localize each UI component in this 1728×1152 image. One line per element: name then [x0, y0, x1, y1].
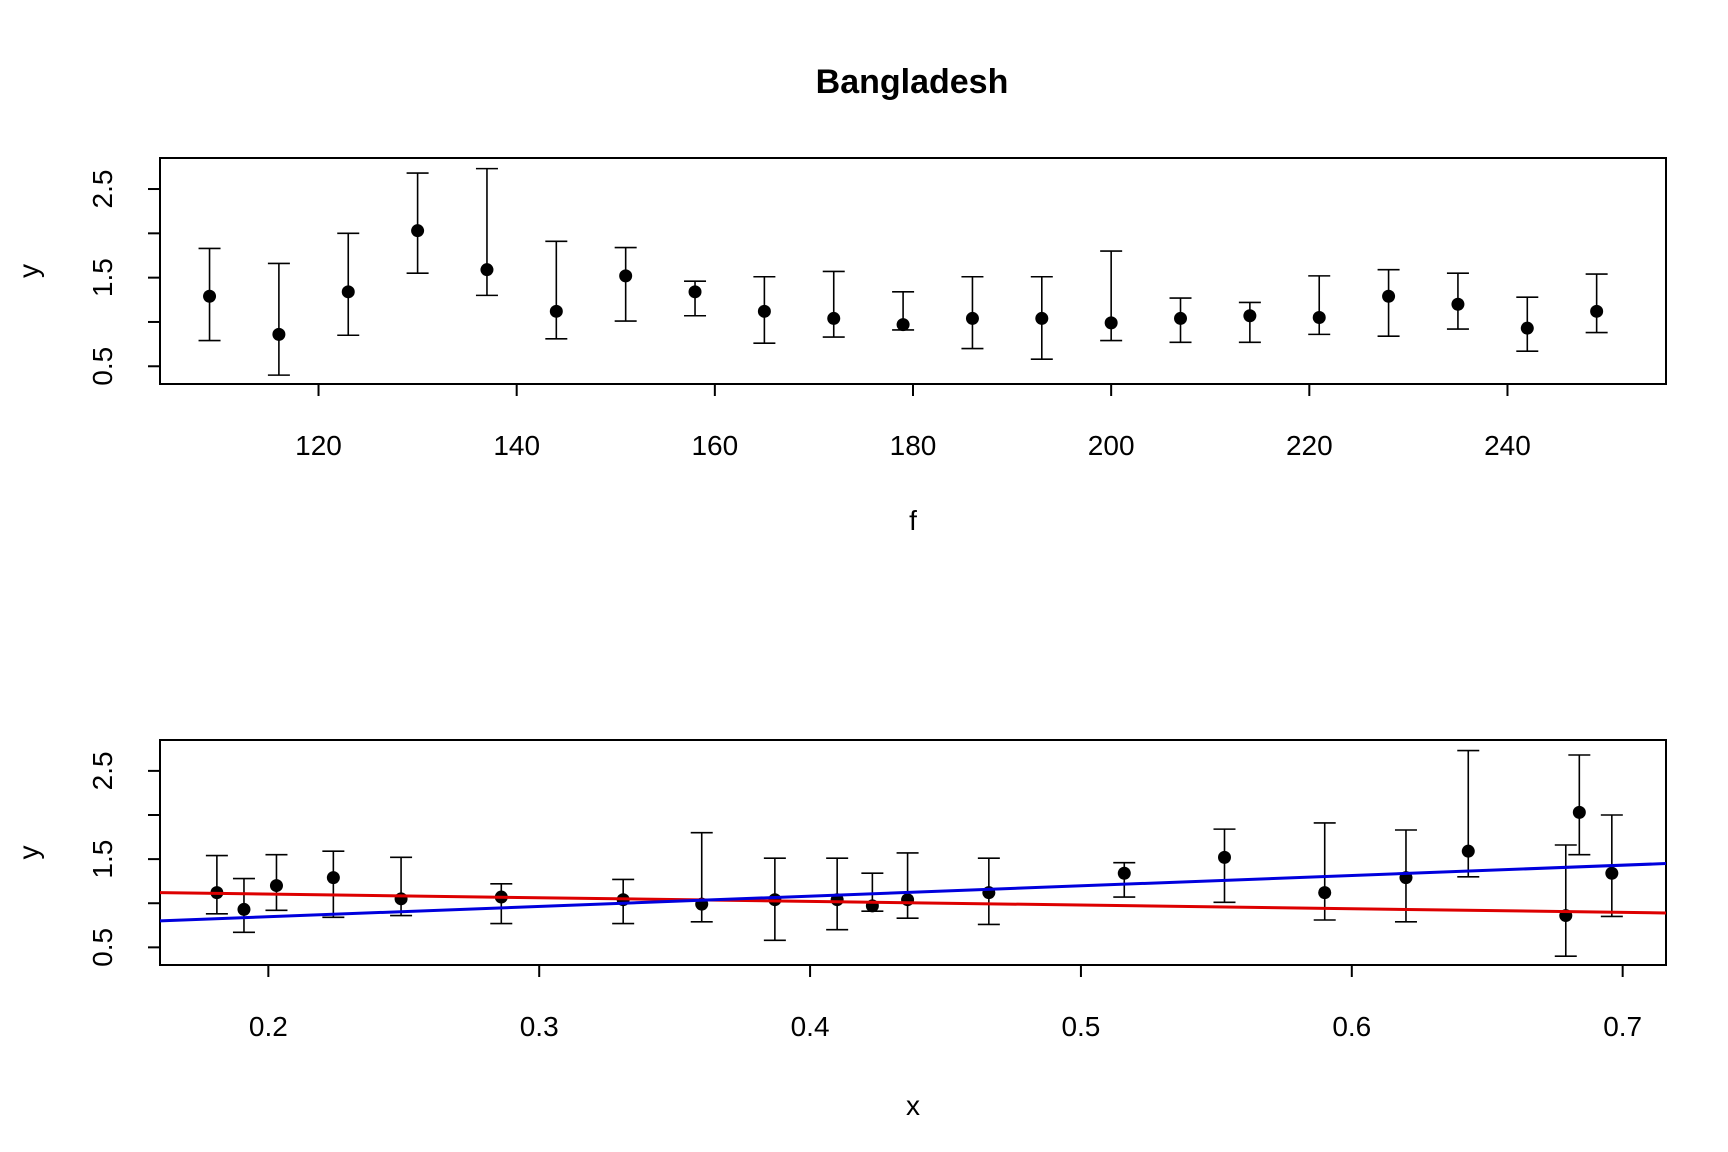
error-bar — [1238, 301, 1261, 344]
data-point — [1590, 304, 1604, 318]
data-point — [480, 263, 494, 277]
fit-line — [160, 862, 1666, 923]
error-bar — [822, 270, 845, 338]
y-tick-label: 0.5 — [87, 347, 118, 386]
data-point — [326, 871, 340, 885]
error-bar — [545, 240, 568, 340]
data-point — [896, 318, 910, 332]
error-bar — [1377, 268, 1400, 337]
error-bar — [490, 883, 513, 925]
error-bar — [205, 854, 228, 915]
data-point — [272, 327, 286, 341]
error-bar — [267, 262, 290, 376]
data-point — [1312, 311, 1326, 325]
error-bar — [1568, 754, 1591, 856]
error-bar — [337, 232, 360, 337]
data-point — [619, 269, 633, 283]
data-point — [1217, 850, 1231, 864]
x-tick-label: 240 — [1484, 430, 1531, 461]
x-tick-label: 220 — [1286, 430, 1333, 461]
error-bar — [406, 172, 429, 275]
error-bar — [322, 850, 345, 919]
error-bar — [614, 246, 637, 322]
data-point — [549, 304, 563, 318]
data-point — [341, 285, 355, 299]
error-bar — [1213, 828, 1236, 904]
error-bar — [1308, 275, 1331, 336]
error-bar — [896, 852, 919, 920]
y-tick-label: 1.5 — [87, 840, 118, 879]
data-point — [827, 311, 841, 325]
error-bar — [390, 856, 413, 917]
data-point — [757, 304, 771, 318]
data-point — [203, 289, 217, 303]
x-tick-label: 140 — [493, 430, 540, 461]
data-point — [1520, 321, 1534, 335]
x-tick-label: 180 — [890, 430, 937, 461]
x-tick-label: 0.6 — [1332, 1011, 1371, 1042]
y-tick-label: 2.5 — [87, 170, 118, 209]
plot-frame — [159, 739, 1667, 966]
x-tick-label: 0.2 — [249, 1011, 288, 1042]
data-point — [1243, 309, 1257, 323]
bottom-panel-x-vs-y: 0.2 0.3 0.4 0.5 0.6 0.7 0.5 1.5 2.5 x y — [13, 739, 1667, 1121]
data-point — [237, 902, 251, 916]
x-tick-label: 120 — [295, 430, 342, 461]
y-axis-label: y — [13, 846, 44, 860]
data-point — [411, 224, 425, 238]
x-tick-label: 200 — [1088, 430, 1135, 461]
data-point — [1572, 805, 1586, 819]
data-point — [1451, 297, 1465, 311]
x-tick-label: 0.7 — [1603, 1011, 1642, 1042]
data-point — [1104, 316, 1118, 330]
data-point — [394, 892, 408, 906]
data-point — [1382, 289, 1396, 303]
error-bar — [1554, 844, 1577, 957]
y-tick-label: 1.5 — [87, 258, 118, 297]
data-point — [1174, 311, 1188, 325]
y-tick-label: 2.5 — [87, 751, 118, 790]
x-axis-label: f — [909, 505, 917, 536]
data-point — [688, 285, 702, 299]
top-panel-f-vs-y: 120 140 160 180 200 220 240 0.5 1.5 2.5 f y — [13, 157, 1667, 536]
x-tick-label: 160 — [691, 430, 738, 461]
y-axis-label: y — [13, 264, 44, 278]
data-point — [965, 311, 979, 325]
chart-title: Bangladesh — [816, 63, 1009, 101]
error-bar — [1585, 273, 1608, 334]
x-tick-label: 0.4 — [791, 1011, 830, 1042]
data-point — [1117, 866, 1131, 880]
data-point — [1035, 311, 1049, 325]
data-point — [1605, 866, 1619, 880]
x-axis-label: x — [906, 1090, 920, 1121]
data-point — [1461, 844, 1475, 858]
data-point — [1318, 886, 1332, 900]
x-tick-label: 0.3 — [520, 1011, 559, 1042]
y-tick-label: 0.5 — [87, 928, 118, 967]
error-bar — [1313, 822, 1336, 921]
fit-line — [160, 891, 1666, 915]
x-tick-label: 0.5 — [1061, 1011, 1100, 1042]
data-point — [269, 879, 283, 893]
